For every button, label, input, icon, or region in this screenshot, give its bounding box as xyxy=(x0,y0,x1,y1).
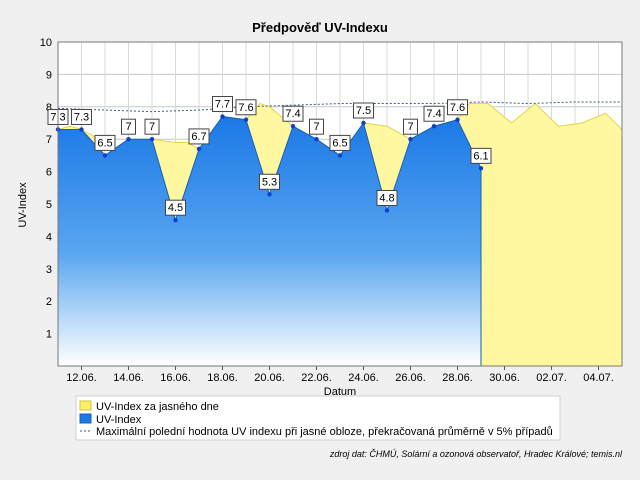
uv-data-point xyxy=(220,114,225,119)
uv-data-label: 7.3 xyxy=(74,111,89,123)
uv-data-label: 7.6 xyxy=(238,102,253,114)
y-tick-label: 3 xyxy=(46,264,52,276)
uv-data-label: 6.5 xyxy=(97,137,112,149)
uv-data-label-box xyxy=(188,128,210,145)
uv-data-label: 7 xyxy=(313,121,319,133)
uv-data-label-box xyxy=(144,118,160,135)
uv-data-point xyxy=(149,137,155,142)
uv-data-label: 7.5 xyxy=(356,105,371,117)
uv-data-label: 4.5 xyxy=(168,202,183,214)
uv-data-point xyxy=(408,137,413,142)
uv-data-point xyxy=(337,153,343,158)
uv-data-point xyxy=(455,117,460,122)
uv-data-label: 7 xyxy=(149,121,155,133)
uv-data-label-box xyxy=(403,118,418,135)
y-tick-label: 5 xyxy=(46,199,52,211)
uv-data-label: 6.5 xyxy=(332,137,347,149)
x-tick-label: 16.06. xyxy=(160,372,191,384)
x-tick-label: 04.07. xyxy=(583,372,614,384)
uv-data-label-box xyxy=(235,99,257,116)
y-tick-label: 10 xyxy=(40,37,52,49)
x-tick-label: 12.06. xyxy=(66,372,97,384)
uv-data-point xyxy=(478,166,484,171)
uv-data-label-box xyxy=(423,105,445,122)
legend-swatch-uv-index xyxy=(79,413,92,424)
y-tick-label: 8 xyxy=(46,102,52,114)
y-axis-label: UV-Index xyxy=(17,182,29,228)
source-note: zdroj dat: ČHMÚ, Solární a ozonová obser… xyxy=(329,449,623,459)
uv-data-label: 7 xyxy=(125,121,131,133)
x-tick-label: 22.06. xyxy=(301,372,332,384)
uv-data-point xyxy=(243,117,249,122)
uv-data-point xyxy=(314,137,319,142)
uv-data-point xyxy=(431,124,437,129)
uv-data-label-box xyxy=(259,173,280,190)
uv-data-point xyxy=(126,137,131,142)
y-tick-label: 9 xyxy=(46,69,52,81)
uv-data-point xyxy=(79,127,84,132)
uv-data-point xyxy=(384,208,390,213)
uv-data-label-box xyxy=(329,134,351,151)
x-tick-label: 26.06. xyxy=(395,372,426,384)
uv-data-point xyxy=(290,124,296,129)
uv-data-label-box xyxy=(353,102,374,119)
y-tick-label: 7 xyxy=(46,134,52,146)
uv-data-point xyxy=(267,192,272,197)
uv-data-point xyxy=(196,146,202,152)
uv-data-label: 7 xyxy=(407,121,413,133)
y-tick-label: 4 xyxy=(46,231,52,243)
uv-data-point xyxy=(102,153,108,158)
y-tick-label: 2 xyxy=(46,296,52,308)
uv-data-label: 7.7 xyxy=(215,99,230,111)
uv-data-label-box xyxy=(165,199,186,216)
x-tick-label: 20.06. xyxy=(254,372,285,384)
x-tick-label: 02.07. xyxy=(536,372,567,384)
uv-data-point xyxy=(361,120,366,126)
uv-data-label-box xyxy=(282,105,304,122)
uv-data-label-box xyxy=(376,189,398,206)
uv-data-label-box xyxy=(447,99,468,116)
y-tick-label: 6 xyxy=(46,167,52,179)
uv-data-label-box xyxy=(71,108,92,125)
uv-data-label-box xyxy=(121,118,136,135)
x-tick-label: 30.06. xyxy=(489,372,520,384)
legend-label-clear-sky: UV-Index za jasného dne xyxy=(96,401,219,413)
uv-data-label-box xyxy=(212,96,233,113)
uv-data-label-box xyxy=(94,134,116,151)
uv-data-label: 7.4 xyxy=(426,108,441,120)
chart-title: Předpověď UV-Indexu xyxy=(252,20,388,35)
legend-swatch-clear-sky xyxy=(79,400,92,411)
legend-label-uv-index: UV-Index xyxy=(96,414,142,426)
legend-box xyxy=(75,395,561,441)
x-tick-label: 24.06. xyxy=(348,372,379,384)
plot-area: 1 2 3 4 5 6 7 8 9 10 12.06. 14.06. 16.06. 18.06. 20.06… xyxy=(40,37,623,384)
uv-data-point xyxy=(173,218,178,223)
x-tick-label: 28.06. xyxy=(442,372,473,384)
x-axis-label: Datum xyxy=(324,386,356,398)
uv-data-label: 5.3 xyxy=(262,176,277,188)
uv-data-label: 7.6 xyxy=(450,102,465,114)
x-tick-label: 18.06. xyxy=(207,372,238,384)
legend: UV-Index za jasného dne UV-Index Maximál… xyxy=(75,395,561,441)
x-tick-label: 14.06. xyxy=(113,372,144,384)
uv-index-area xyxy=(58,116,481,367)
uv-data-label: 7.4 xyxy=(285,108,300,120)
plot-frame xyxy=(57,41,623,367)
legend-label-max-line: Maximální polední hodnota UV indexu při … xyxy=(96,426,553,438)
uv-data-label: 6.7 xyxy=(191,131,206,143)
uv-data-label: 4.8 xyxy=(379,192,394,204)
uv-data-label: 6.1 xyxy=(473,150,488,162)
uv-data-label-box xyxy=(470,147,492,164)
uv-data-label-box xyxy=(309,118,324,135)
y-tick-label: 1 xyxy=(46,329,52,341)
